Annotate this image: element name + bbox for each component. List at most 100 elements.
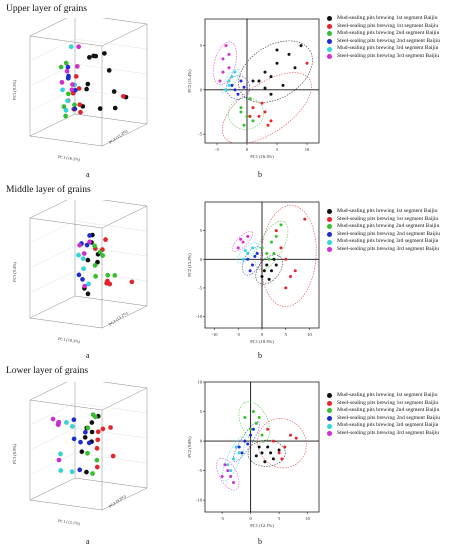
- data-point: [80, 276, 85, 282]
- data-point: [68, 44, 74, 50]
- data-point: [85, 257, 91, 263]
- legend-marker: [327, 400, 332, 406]
- pca-3d-plot-lower: PC1 (12.1%) PC2 (9.8%) PC3 (8.9%): [12, 382, 148, 526]
- legend-item: Steel-sealing pits brewing 2nd segment B…: [327, 231, 440, 239]
- data-point: [249, 433, 253, 437]
- data-point: [76, 252, 81, 258]
- data-point: [105, 278, 110, 284]
- data-point: [260, 433, 264, 437]
- data-point: [224, 88, 228, 92]
- data-point: [94, 457, 100, 463]
- panel-label-a-lower: a: [86, 537, 90, 546]
- data-point: [243, 249, 247, 253]
- grid-line: [74, 402, 148, 414]
- cube-edge: [101, 23, 148, 47]
- data-point: [267, 277, 271, 281]
- data-point: [260, 246, 264, 250]
- data-point: [229, 469, 233, 473]
- legend-label: Steel-sealing pits brewing 1st segment B…: [337, 399, 439, 406]
- data-point: [251, 119, 255, 123]
- legend-item: Steel-sealing pits brewing 1st segment B…: [327, 400, 440, 408]
- data-point: [108, 425, 114, 430]
- data-point: [84, 450, 90, 456]
- data-point: [65, 64, 71, 70]
- data-point: [100, 253, 106, 258]
- data-point: [85, 425, 91, 431]
- data-point: [71, 436, 77, 442]
- axis-label-pc3: PC3 (9.4%): [12, 262, 17, 282]
- axis-label-pc1: PC1 (18.3%): [58, 336, 81, 344]
- data-point: [248, 114, 252, 118]
- data-point: [84, 86, 90, 92]
- data-point: [63, 60, 69, 66]
- data-point: [271, 439, 275, 443]
- data-point: [272, 257, 276, 261]
- data-point: [82, 429, 88, 435]
- legend-marker: [327, 39, 332, 45]
- legend-item: Mud-sealing pits brewing 1st segment Bai…: [327, 15, 440, 23]
- grid-line: [29, 402, 76, 426]
- legend-marker: [327, 209, 332, 215]
- data-point: [89, 420, 95, 425]
- data-point: [284, 286, 288, 290]
- data-point: [111, 89, 117, 94]
- data-point: [246, 257, 250, 261]
- data-point: [242, 85, 246, 89]
- y-tick-label: 5: [200, 43, 203, 48]
- data-point: [289, 433, 292, 437]
- data-point: [85, 81, 91, 87]
- legend-item: Mud-sealing pits brewing 3rd segment Bai…: [327, 45, 440, 53]
- data-point: [265, 263, 269, 267]
- data-point: [76, 86, 82, 91]
- data-point: [94, 464, 100, 470]
- legend-label: Mud-sealing pits brewing 2nd segment Bai…: [337, 30, 440, 37]
- data-point: [86, 440, 92, 446]
- data-point: [230, 83, 234, 87]
- data-point: [77, 467, 83, 473]
- data-point: [294, 436, 298, 440]
- data-point: [66, 73, 71, 79]
- data-point: [56, 457, 62, 463]
- data-point: [227, 66, 231, 70]
- data-point: [263, 70, 267, 74]
- data-point: [95, 437, 101, 443]
- legend-marker: [327, 423, 332, 429]
- data-point: [283, 445, 287, 449]
- legend-label: Steel-sealing pits brewing 2nd segment B…: [337, 37, 441, 44]
- cube-edge: [29, 382, 68, 401]
- grid-line: [74, 220, 148, 232]
- data-point: [239, 237, 243, 241]
- legend-marker: [327, 408, 332, 414]
- legend-lower: Mud-sealing pits brewing 1st segment Bai…: [327, 392, 440, 438]
- data-point: [251, 410, 255, 414]
- data-point: [274, 234, 278, 238]
- data-point: [251, 263, 254, 267]
- panel-label-a-middle: a: [86, 351, 90, 360]
- data-point: [93, 273, 99, 279]
- y-axis-label: PC2 (11.4%): [187, 69, 192, 93]
- data-point: [74, 63, 80, 69]
- x-axis-label: PC1 (18.3%): [250, 339, 274, 344]
- data-point: [63, 420, 69, 425]
- y-tick-label: 5: [200, 228, 203, 233]
- data-point: [84, 469, 89, 475]
- legend-label: Steel-sealing pits brewing 3rd segment B…: [337, 429, 440, 436]
- cube-edge: [29, 399, 103, 411]
- grid-line: [74, 38, 148, 50]
- cube-edge: [29, 217, 103, 229]
- legend-label: Mud-sealing pits brewing 1st segment Bai…: [337, 208, 438, 214]
- axis-label-pc1: PC1 (12.1%): [58, 518, 81, 526]
- data-point: [81, 266, 87, 272]
- data-point: [253, 254, 257, 258]
- data-point: [58, 64, 64, 70]
- y-tick-label: 0: [200, 257, 203, 262]
- cube-edge: [101, 382, 148, 389]
- cube-edge: [29, 18, 68, 37]
- data-point: [275, 61, 279, 65]
- axis-label-pc3: PC3 (9.5%): [12, 80, 17, 100]
- cube-edge: [29, 295, 76, 319]
- data-point: [85, 291, 91, 297]
- legend-marker: [327, 54, 332, 60]
- legend-item: Mud-sealing pits brewing 1st segment Bai…: [327, 208, 440, 216]
- data-point: [63, 107, 69, 113]
